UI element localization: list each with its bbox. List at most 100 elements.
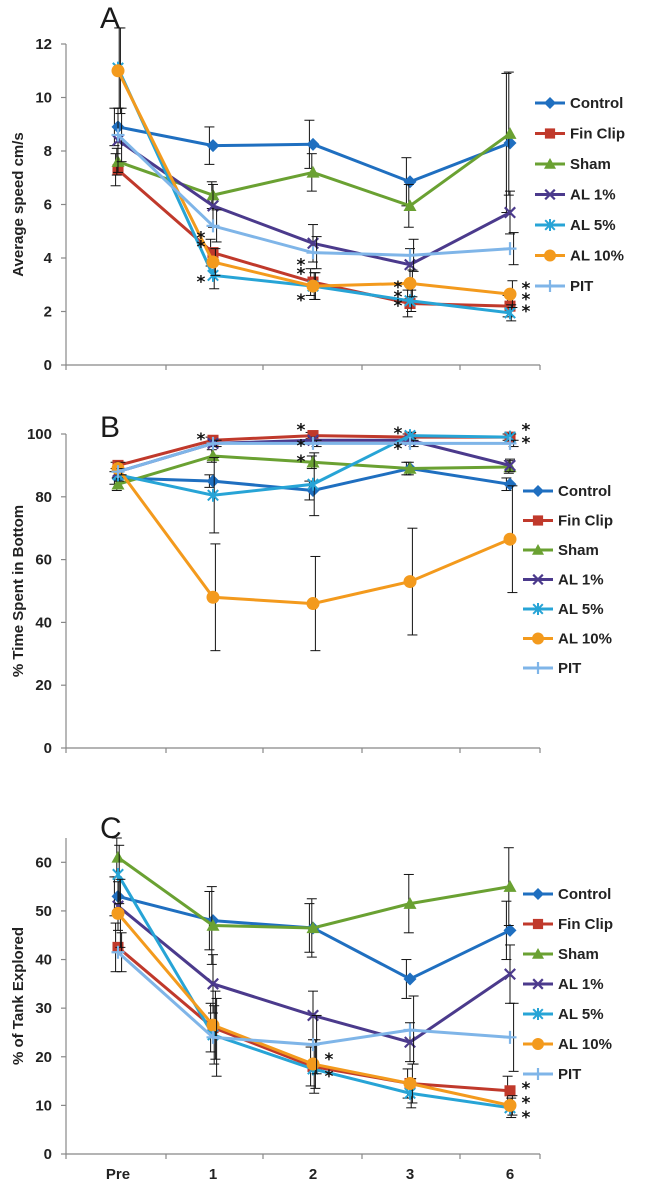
data-point — [403, 175, 417, 189]
y-tick-label: 10 — [35, 90, 52, 107]
data-point — [307, 430, 319, 442]
data-point — [306, 1057, 320, 1071]
series-al-10- — [111, 461, 518, 652]
significance-mark: * — [394, 287, 403, 307]
series-al-5- — [112, 429, 517, 534]
data-point — [206, 590, 220, 604]
data-point — [403, 462, 417, 474]
legend-marker — [532, 573, 544, 586]
significance-mark: * — [297, 421, 306, 441]
legend-item: Fin Clip — [535, 126, 625, 143]
data-point — [503, 532, 517, 546]
data-point — [207, 488, 219, 502]
significance-mark: * — [522, 290, 531, 310]
data-point — [306, 165, 320, 178]
x-tick-label: 3 — [406, 1166, 414, 1183]
data-point — [503, 287, 517, 301]
legend-label: Fin Clip — [570, 126, 625, 143]
significance-mark: * — [197, 238, 206, 258]
data-point — [503, 1098, 517, 1112]
legend-marker — [544, 188, 556, 201]
series-pit — [111, 436, 519, 479]
panel-letter: C — [100, 812, 122, 845]
legend-label: Fin Clip — [558, 916, 613, 933]
data-point — [207, 199, 219, 212]
legend-label: AL 10% — [558, 631, 612, 648]
data-point — [206, 1018, 220, 1032]
data-point — [504, 206, 516, 219]
significance-mark: * — [394, 296, 403, 316]
data-point — [503, 923, 517, 937]
legend-marker — [532, 888, 544, 900]
data-point — [306, 436, 320, 450]
legend-marker — [544, 97, 556, 109]
data-point — [503, 136, 517, 150]
legend-label: Control — [570, 95, 623, 112]
data-point — [207, 977, 219, 990]
legend-marker — [532, 948, 544, 959]
data-point — [306, 455, 320, 468]
legend-marker — [532, 918, 544, 930]
significance-mark: * — [297, 436, 306, 456]
legend-label: AL 1% — [570, 187, 616, 204]
legend-item: AL 1% — [523, 976, 604, 993]
data-point — [403, 575, 417, 589]
legend-marker — [532, 544, 544, 555]
data-point — [206, 139, 220, 153]
data-point — [111, 128, 125, 142]
series-pit — [111, 107, 519, 272]
y-axis-label: % Time Spent in Bottom — [10, 505, 27, 677]
data-point — [307, 477, 319, 491]
legend-item: Fin Clip — [523, 916, 613, 933]
legend-item: AL 5% — [535, 217, 616, 234]
legend-item: Fin Clip — [523, 513, 613, 530]
chart-panel-c: C % of Tank Explored 0 10 20 30 40 50 60 Pre 1 2 3 6 *… — [10, 812, 613, 1183]
legend-item: Sham — [523, 946, 599, 963]
data-point — [206, 255, 220, 269]
legend-marker — [544, 128, 556, 139]
data-point — [111, 465, 125, 479]
legend: Control Fin Clip Sham AL 1% AL 5% AL 10% PIT — [523, 483, 613, 677]
data-point — [306, 1038, 320, 1052]
y-tick-label: 10 — [35, 1097, 52, 1114]
significance-mark: * — [522, 433, 531, 453]
significance-mark: * — [297, 255, 306, 275]
legend-item: AL 1% — [535, 187, 616, 204]
significance-mark: * — [394, 278, 403, 298]
y-tick-label: 100 — [27, 426, 52, 443]
data-point — [504, 306, 516, 320]
significance-mark: * — [394, 440, 403, 460]
legend-item: AL 10% — [523, 1036, 612, 1053]
y-tick-label: 60 — [35, 854, 52, 871]
data-point — [206, 1030, 220, 1044]
data-point — [306, 137, 320, 151]
data-point — [111, 906, 125, 920]
x-tick-label: 2 — [309, 1166, 317, 1183]
significance-mark: * — [325, 1050, 334, 1070]
legend-label: Sham — [570, 156, 611, 173]
data-point — [503, 436, 517, 450]
data-point — [112, 867, 124, 881]
x-tick-label: 1 — [209, 1166, 217, 1183]
data-point — [206, 436, 220, 450]
legend-label: PIT — [558, 660, 581, 677]
legend-item: PIT — [523, 660, 581, 677]
data-point — [206, 449, 220, 462]
data-point — [306, 921, 320, 934]
legend-marker — [532, 515, 544, 526]
data-point — [403, 1077, 417, 1091]
legend-label: AL 1% — [558, 976, 604, 993]
series-control — [109, 72, 517, 214]
legend-marker — [544, 158, 556, 169]
significance-mark: * — [197, 229, 206, 249]
legend-label: Control — [558, 483, 611, 500]
legend-marker — [532, 632, 544, 645]
legend-label: AL 10% — [558, 1036, 612, 1053]
data-point — [403, 199, 417, 212]
data-point — [403, 1023, 417, 1037]
data-point — [111, 477, 125, 490]
y-tick-label: 80 — [35, 489, 52, 506]
data-point — [403, 276, 417, 290]
y-tick-label: 40 — [35, 952, 52, 969]
